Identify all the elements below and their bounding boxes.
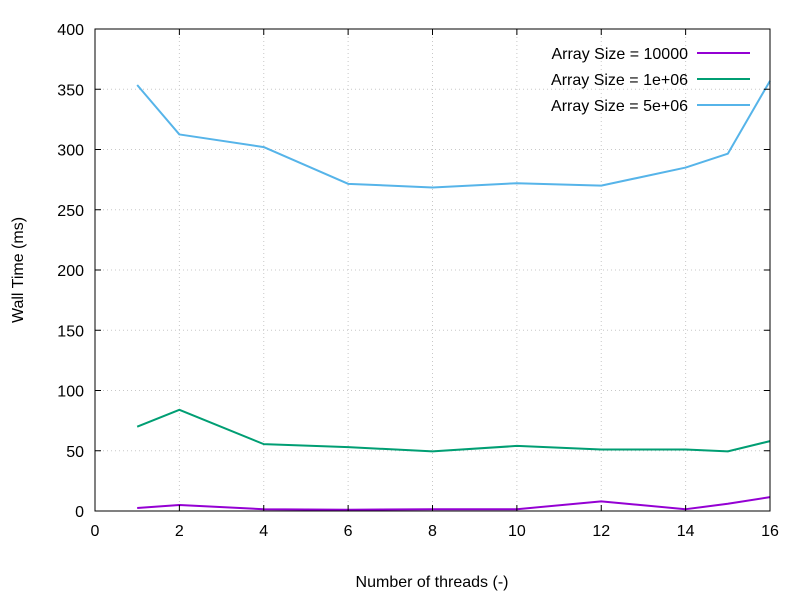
y-tick-label: 200	[57, 263, 84, 280]
x-axis-title: Number of threads (-)	[356, 574, 509, 591]
x-tick-label: 0	[91, 523, 100, 540]
legend-label-3: Array Size = 5e+06	[551, 98, 688, 115]
legend-label-1: Array Size = 10000	[551, 46, 688, 63]
x-tick-label: 6	[344, 523, 353, 540]
y-tick-label: 0	[75, 504, 84, 521]
series-line-1	[137, 496, 771, 511]
y-tick-label: 100	[57, 384, 84, 401]
x-tick-label: 10	[508, 523, 526, 540]
legend-label-2: Array Size = 1e+06	[551, 72, 688, 89]
x-tick-label: 4	[259, 523, 268, 540]
x-tick-label: 14	[677, 523, 695, 540]
y-tick-label: 150	[57, 323, 84, 340]
x-tick-label: 8	[428, 523, 437, 540]
x-axis: 0 2 4 6 8 10 12 14 16	[91, 29, 779, 540]
y-tick-label: 350	[57, 82, 84, 99]
x-tick-label: 16	[761, 523, 779, 540]
series-line-2	[136, 408, 771, 453]
y-axis: 0 50 100 150 200 250 300 350 400	[57, 22, 770, 521]
grid	[95, 29, 770, 511]
x-tick-label: 12	[592, 523, 610, 540]
x-tick-label: 2	[175, 523, 184, 540]
y-tick-label: 400	[57, 22, 84, 39]
y-tick-label: 50	[66, 444, 84, 461]
series-line-3	[136, 80, 771, 189]
series-lines	[136, 80, 771, 511]
legend: Array Size = 10000 Array Size = 1e+06 Arra…	[551, 46, 750, 115]
y-tick-label: 250	[57, 203, 84, 220]
y-tick-label: 300	[57, 143, 84, 160]
y-axis-title: Wall Time (ms)	[10, 217, 27, 323]
